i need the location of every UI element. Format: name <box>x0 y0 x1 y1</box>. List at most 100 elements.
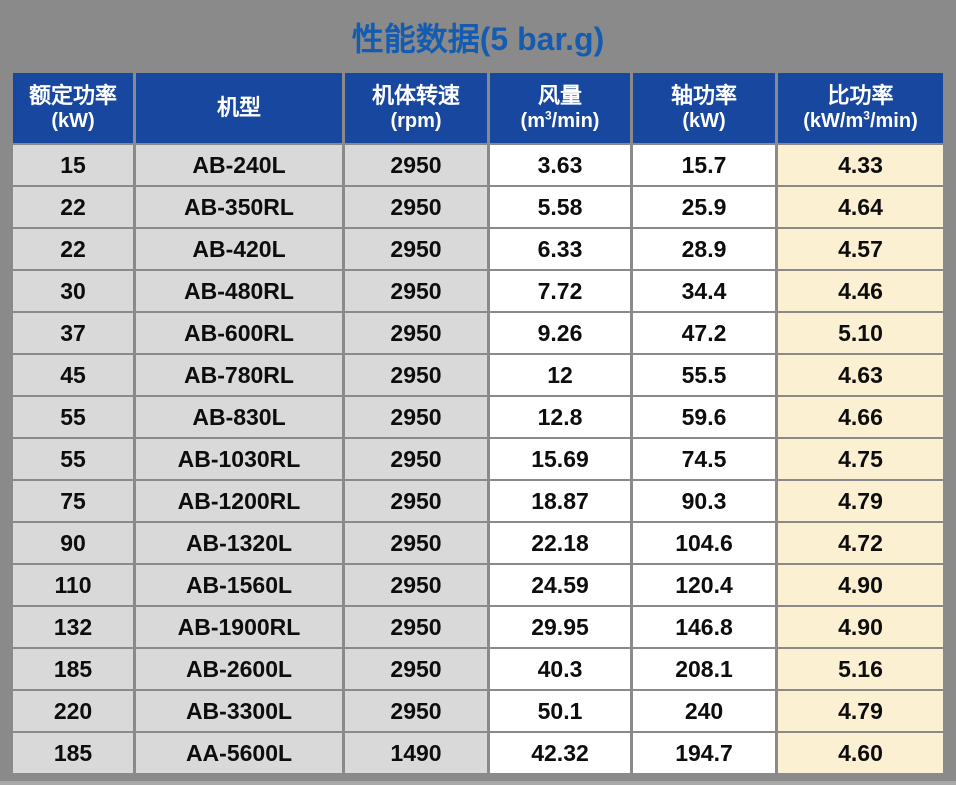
cell-rated-power: 75 <box>13 481 133 521</box>
cell-air-flow: 50.1 <box>490 691 630 731</box>
cell-model: AB-600RL <box>136 313 342 353</box>
cell-shaft-power: 47.2 <box>633 313 775 353</box>
table-row: 75 AB-1200RL 2950 18.87 90.3 4.79 <box>13 481 943 521</box>
cell-model: AB-780RL <box>136 355 342 395</box>
column-unit: (kW/m3/min) <box>803 108 918 132</box>
table-row: 30 AB-480RL 2950 7.72 34.4 4.46 <box>13 271 943 311</box>
cell-air-flow: 24.59 <box>490 565 630 605</box>
column-unit: (rpm) <box>390 110 442 132</box>
table-row: 22 AB-350RL 2950 5.58 25.9 4.64 <box>13 187 943 227</box>
cell-specific-power: 4.57 <box>778 229 943 269</box>
cell-shaft-power: 208.1 <box>633 649 775 689</box>
table-row: 110 AB-1560L 2950 24.59 120.4 4.90 <box>13 565 943 605</box>
column-unit: (kW) <box>682 110 726 132</box>
cell-air-flow: 5.58 <box>490 187 630 227</box>
cell-rated-power: 220 <box>13 691 133 731</box>
table-row: 132 AB-1900RL 2950 29.95 146.8 4.90 <box>13 607 943 647</box>
cell-shaft-power: 194.7 <box>633 733 775 773</box>
table-row: 45 AB-780RL 2950 12 55.5 4.63 <box>13 355 943 395</box>
cell-shaft-power: 15.7 <box>633 145 775 185</box>
cell-rated-power: 22 <box>13 229 133 269</box>
cell-specific-power: 4.79 <box>778 691 943 731</box>
cell-speed: 2950 <box>345 145 487 185</box>
table-row: 90 AB-1320L 2950 22.18 104.6 4.72 <box>13 523 943 563</box>
column-title: 机型 <box>216 95 261 120</box>
table-header: 额定功率 (kW) 机型 机体转速 (rpm) 风量 (m3/min) 轴功率 (kW) 比功率(… <box>13 73 943 143</box>
column-header-model: 机型 <box>136 73 342 143</box>
cell-specific-power: 4.79 <box>778 481 943 521</box>
cell-shaft-power: 28.9 <box>633 229 775 269</box>
cell-speed: 2950 <box>345 397 487 437</box>
cell-rated-power: 22 <box>13 187 133 227</box>
cell-shaft-power: 55.5 <box>633 355 775 395</box>
cell-air-flow: 42.32 <box>490 733 630 773</box>
column-title: 机体转速 <box>371 83 460 108</box>
cell-specific-power: 4.60 <box>778 733 943 773</box>
cell-air-flow: 40.3 <box>490 649 630 689</box>
cell-shaft-power: 146.8 <box>633 607 775 647</box>
cell-air-flow: 29.95 <box>490 607 630 647</box>
cell-speed: 2950 <box>345 691 487 731</box>
cell-speed: 2950 <box>345 187 487 227</box>
cell-shaft-power: 34.4 <box>633 271 775 311</box>
cell-specific-power: 4.64 <box>778 187 943 227</box>
cell-speed: 2950 <box>345 229 487 269</box>
cell-specific-power: 4.75 <box>778 439 943 479</box>
cell-model: AB-3300L <box>136 691 342 731</box>
cell-specific-power: 5.16 <box>778 649 943 689</box>
cell-specific-power: 4.90 <box>778 607 943 647</box>
table-row: 15 AB-240L 2950 3.63 15.7 4.33 <box>13 145 943 185</box>
cell-model: AB-240L <box>136 145 342 185</box>
cell-model: AB-1900RL <box>136 607 342 647</box>
cell-speed: 2950 <box>345 481 487 521</box>
cell-specific-power: 4.63 <box>778 355 943 395</box>
cell-rated-power: 110 <box>13 565 133 605</box>
cell-rated-power: 185 <box>13 649 133 689</box>
cell-rated-power: 185 <box>13 733 133 773</box>
cell-speed: 2950 <box>345 565 487 605</box>
cell-specific-power: 4.72 <box>778 523 943 563</box>
column-header-specific-power: 比功率 (kW/m3/min) <box>778 73 943 143</box>
cell-rated-power: 132 <box>13 607 133 647</box>
cell-shaft-power: 90.3 <box>633 481 775 521</box>
cell-shaft-power: 59.6 <box>633 397 775 437</box>
cell-shaft-power: 104.6 <box>633 523 775 563</box>
column-header-air-flow: 风量 (m3/min) <box>490 73 630 143</box>
column-header-speed: 机体转速 (rpm) <box>345 73 487 143</box>
column-unit: (kW) <box>51 110 95 132</box>
cell-model: AB-350RL <box>136 187 342 227</box>
cell-rated-power: 30 <box>13 271 133 311</box>
cell-air-flow: 15.69 <box>490 439 630 479</box>
column-header-rated-power: 额定功率 (kW) <box>13 73 133 143</box>
cell-air-flow: 18.87 <box>490 481 630 521</box>
cell-air-flow: 12 <box>490 355 630 395</box>
cell-specific-power: 4.90 <box>778 565 943 605</box>
table-row: 55 AB-830L 2950 12.8 59.6 4.66 <box>13 397 943 437</box>
cell-air-flow: 9.26 <box>490 313 630 353</box>
cell-speed: 2950 <box>345 607 487 647</box>
cell-model: AA-5600L <box>136 733 342 773</box>
page-title: 性能数据(5 bar.g) <box>351 20 605 57</box>
table-body: 15 AB-240L 2950 3.63 15.7 4.33 22 AB-350RL 2950 5… <box>13 145 943 773</box>
cell-speed: 2950 <box>345 271 487 311</box>
title-bar: 性能数据(5 bar.g) <box>0 0 956 71</box>
table-row: 22 AB-420L 2950 6.33 28.9 4.57 <box>13 229 943 269</box>
column-title: 轴功率 <box>670 83 737 108</box>
cell-air-flow: 12.8 <box>490 397 630 437</box>
cell-rated-power: 45 <box>13 355 133 395</box>
table-row: 185 AA-5600L 1490 42.32 194.7 4.60 <box>13 733 943 773</box>
cell-model: AB-1200RL <box>136 481 342 521</box>
cell-specific-power: 4.66 <box>778 397 943 437</box>
column-header-shaft-power: 轴功率 (kW) <box>633 73 775 143</box>
cell-rated-power: 37 <box>13 313 133 353</box>
column-title: 风量 <box>537 83 582 108</box>
table-row: 55 AB-1030RL 2950 15.69 74.5 4.75 <box>13 439 943 479</box>
cell-rated-power: 15 <box>13 145 133 185</box>
cell-specific-power: 4.33 <box>778 145 943 185</box>
cell-shaft-power: 240 <box>633 691 775 731</box>
cell-air-flow: 7.72 <box>490 271 630 311</box>
bottom-edge-strip <box>0 781 956 785</box>
cell-speed: 2950 <box>345 313 487 353</box>
cell-model: AB-2600L <box>136 649 342 689</box>
performance-table: 额定功率 (kW) 机型 机体转速 (rpm) 风量 (m3/min) 轴功率 (kW) 比功率(… <box>10 71 946 775</box>
